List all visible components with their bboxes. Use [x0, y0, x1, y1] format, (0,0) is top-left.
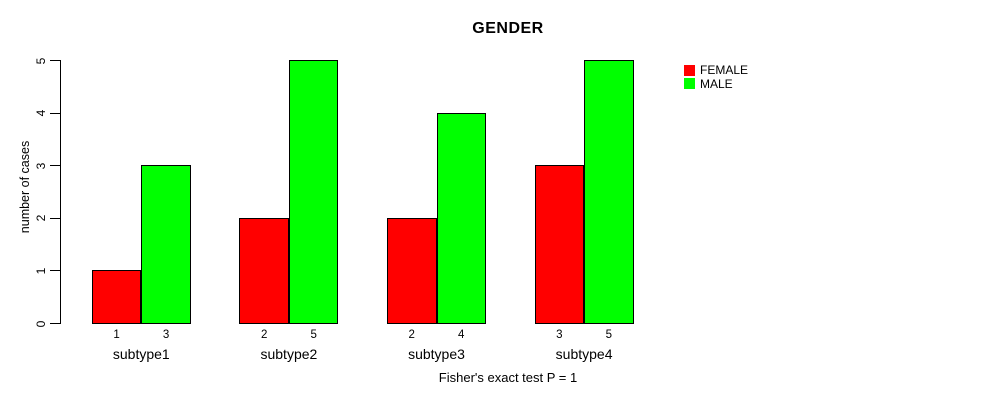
- chart-title: GENDER: [472, 20, 544, 37]
- bar-female-subtype1: [91, 270, 142, 324]
- legend-label: FEMALE: [700, 63, 749, 77]
- bar-male-subtype2: [288, 60, 339, 324]
- legend-swatch-icon: [684, 78, 695, 89]
- bar-male-subtype4: [584, 60, 634, 324]
- bar-value-label: 5: [605, 329, 613, 341]
- y-axis-label: number of cases: [18, 140, 32, 234]
- caption-text: Fisher's exact test P = 1: [438, 370, 578, 385]
- y-tick-mark: [50, 270, 60, 272]
- bar-value-label: 3: [162, 329, 170, 341]
- bar-value-label: 1: [113, 329, 120, 341]
- y-tick-mark: [50, 165, 60, 167]
- bar-value-label: 4: [458, 329, 465, 341]
- x-category-label: subtype1: [112, 346, 170, 362]
- bar-female-subtype2: [239, 217, 289, 324]
- bar-female-subtype3: [387, 217, 437, 324]
- bar-female-subtype4: [534, 165, 585, 324]
- y-tick-label: 3: [34, 162, 48, 170]
- y-tick-label: 1: [34, 267, 48, 275]
- y-tick-mark: [50, 60, 60, 61]
- bar-value-label: 3: [556, 329, 563, 341]
- x-category-label: subtype3: [408, 346, 465, 362]
- y-tick-label: 0: [34, 320, 48, 327]
- y-tick-label: 5: [34, 57, 48, 64]
- y-tick-mark: [50, 323, 60, 324]
- x-category-label: subtype2: [260, 346, 318, 362]
- bar-male-subtype1: [141, 165, 191, 324]
- bar-value-label: 2: [408, 329, 415, 341]
- legend-label: MALE: [700, 76, 733, 91]
- legend: FEMALE MALE: [684, 64, 748, 90]
- y-tick-label: 2: [34, 214, 48, 222]
- x-category-label: subtype4: [555, 346, 613, 362]
- y-axis-line: [59, 60, 61, 324]
- bar-male-subtype3: [436, 112, 486, 324]
- bar-value-label: 5: [310, 329, 317, 341]
- bar-value-label: 2: [260, 329, 268, 341]
- legend-item: FEMALE: [684, 64, 748, 76]
- y-tick-label: 4: [34, 109, 48, 117]
- legend-item: MALE: [684, 78, 748, 90]
- y-tick-mark: [50, 217, 60, 219]
- legend-swatch-icon: [684, 64, 695, 76]
- y-tick-mark: [50, 112, 60, 114]
